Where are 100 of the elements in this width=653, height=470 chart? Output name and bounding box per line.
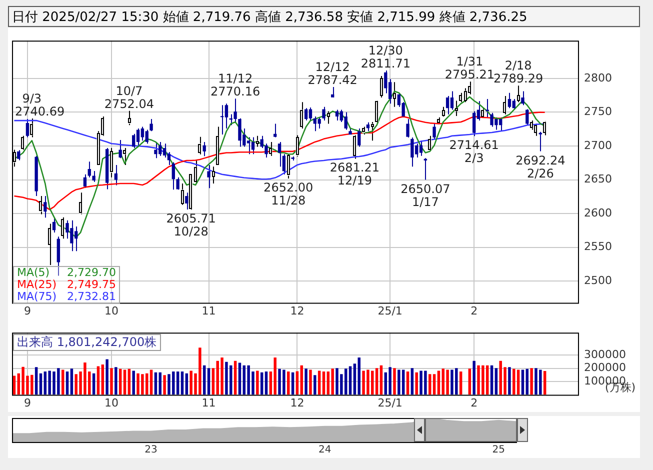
candlestick <box>39 196 42 215</box>
bar <box>442 368 445 395</box>
candlestick <box>512 98 516 110</box>
candlestick <box>17 150 20 161</box>
candlestick <box>322 106 326 122</box>
x-tick-label: 9 <box>24 304 31 318</box>
candlestick <box>538 131 542 152</box>
bar <box>12 376 16 395</box>
bar <box>264 372 268 395</box>
bar <box>530 368 533 395</box>
annotation: 12/12 <box>315 60 350 74</box>
y-tick-label: 200000 <box>584 361 626 374</box>
candlestick <box>442 106 445 118</box>
candlestick <box>300 102 304 129</box>
candlestick <box>450 90 454 110</box>
bar <box>66 372 69 395</box>
candlestick <box>353 134 356 160</box>
bar <box>180 372 184 395</box>
annotation: 1/31 <box>456 54 484 69</box>
bar <box>309 370 312 395</box>
bar <box>44 372 47 395</box>
bar <box>96 366 100 395</box>
bar <box>110 368 113 395</box>
text: MA(75) <box>17 290 58 303</box>
candlestick <box>419 140 423 156</box>
candlestick <box>344 112 348 130</box>
candlestick <box>256 135 260 148</box>
bar <box>375 368 378 395</box>
candlestick <box>26 118 30 138</box>
candlestick <box>136 128 140 148</box>
candlestick <box>286 154 290 179</box>
x-tick-label: 23 <box>144 444 158 456</box>
annotation: 2752.04 <box>104 96 154 111</box>
bar <box>344 368 348 395</box>
bar <box>163 375 166 395</box>
annotation: 9/3 <box>22 92 42 106</box>
bar <box>286 372 290 395</box>
candlestick <box>238 118 242 148</box>
bar <box>274 357 276 395</box>
x-tick-label: 9 <box>24 396 31 410</box>
bar <box>242 365 246 395</box>
candlestick <box>432 123 436 140</box>
candlestick <box>503 96 507 115</box>
candlestick <box>140 126 144 142</box>
candlestick <box>251 136 255 155</box>
candlestick <box>318 117 321 129</box>
y-tick-label: 2500 <box>584 274 612 288</box>
x-tick-label: 24 <box>318 444 332 456</box>
candlestick <box>375 100 378 124</box>
bar <box>314 375 316 395</box>
bar <box>494 368 498 395</box>
bar <box>291 372 294 395</box>
bar <box>446 370 449 395</box>
bar <box>358 357 360 395</box>
annotation: 10/28 <box>174 224 208 239</box>
candlestick <box>30 118 34 138</box>
annotation: 12/30 <box>368 44 403 58</box>
x-tick-label: 25/1 <box>378 396 402 410</box>
x-tick-label: 2 <box>470 396 478 410</box>
candlestick <box>526 108 529 126</box>
candlestick <box>543 120 546 136</box>
candlestick <box>44 196 47 218</box>
x-tick-label: 11 <box>202 396 216 410</box>
candlestick <box>185 192 188 210</box>
candlestick <box>92 170 96 182</box>
annotation: 2789.29 <box>493 72 544 86</box>
candlestick <box>154 141 158 159</box>
candlestick <box>246 136 250 155</box>
annotation: 2787.42 <box>308 72 358 87</box>
bar <box>158 372 162 395</box>
candlestick <box>172 162 175 190</box>
annotation: 2652.00 <box>264 180 314 194</box>
bar <box>154 372 158 395</box>
candlestick <box>304 108 308 121</box>
bar <box>296 371 299 395</box>
bar <box>207 368 210 395</box>
bar <box>118 368 122 395</box>
candlestick <box>508 92 512 109</box>
candlestick <box>48 223 51 266</box>
bar <box>512 368 516 395</box>
candlestick <box>132 133 136 149</box>
bar <box>70 368 74 395</box>
text: MA(25) <box>17 278 58 291</box>
bar <box>526 368 529 395</box>
annotation: 2,732.81 <box>67 290 116 303</box>
bar <box>543 370 546 395</box>
candlestick <box>207 164 210 189</box>
annotation: 11/28 <box>271 193 306 208</box>
bar <box>508 367 511 395</box>
annotation: 2/18 <box>504 58 532 73</box>
candlestick <box>224 103 228 129</box>
candlestick <box>212 166 215 184</box>
bar <box>326 372 330 395</box>
x-tick-label: 25/1 <box>378 304 402 318</box>
candlestick <box>428 135 432 151</box>
annotation: 1/17 <box>412 194 439 209</box>
x-tick-label: 2 <box>470 304 478 318</box>
bar <box>331 368 334 395</box>
bar <box>415 372 418 395</box>
candlestick <box>118 139 122 159</box>
